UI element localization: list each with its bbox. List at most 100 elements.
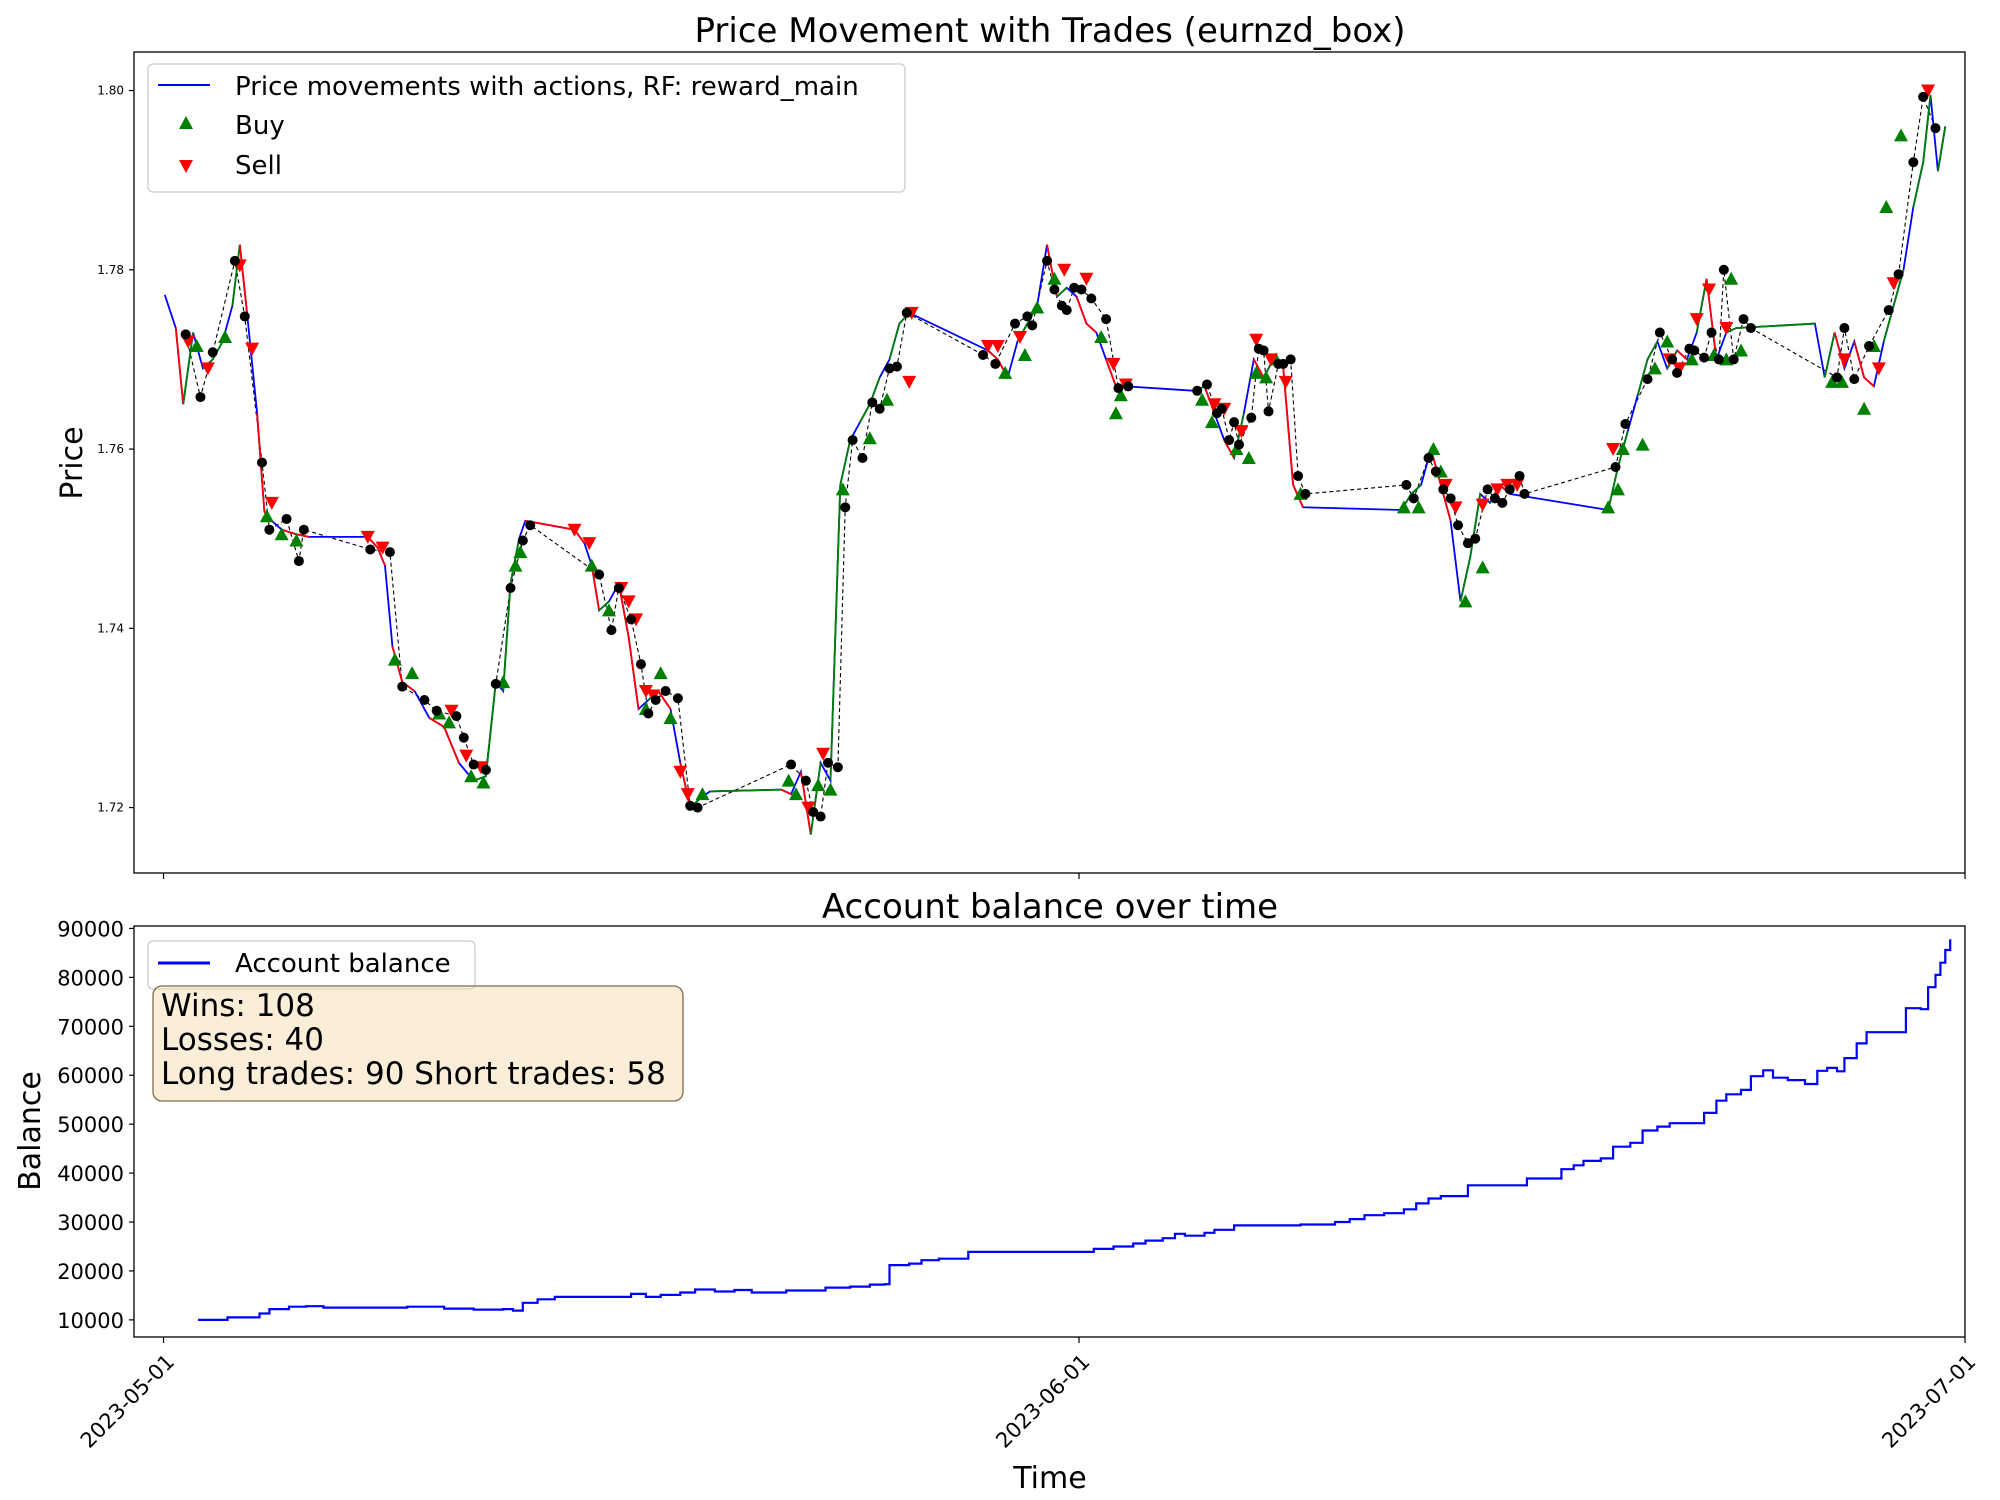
- exit-point-marker: [1216, 403, 1227, 414]
- buy-triangle-icon: [1249, 365, 1264, 379]
- exit-point-marker: [451, 711, 462, 722]
- sell-triangle-icon: [459, 749, 474, 763]
- exit-point-marker: [1883, 305, 1894, 316]
- price-trade-segment: [598, 600, 610, 612]
- exit-point-marker: [1202, 379, 1213, 390]
- exit-point-marker: [1061, 305, 1072, 316]
- buy-triangle-icon: [1834, 374, 1849, 388]
- price-panel: Price Movement with Trades (eurnzd_box) …: [55, 11, 1966, 879]
- price-trade-segment: [839, 439, 852, 486]
- sell-triangle-icon: [1234, 425, 1249, 439]
- price-series: [163, 94, 1947, 835]
- buy-triangle-icon: [387, 652, 402, 666]
- buy-triangle-icon: [601, 603, 616, 617]
- price-trade-segment: [1937, 126, 1947, 172]
- legend-buy-label: Buy: [235, 111, 285, 141]
- trade-stats-background: [152, 985, 684, 1102]
- buy-triangle-icon: [1426, 442, 1441, 456]
- exit-point-marker: [195, 392, 206, 403]
- buy-triangle-icon: [1411, 500, 1426, 514]
- buy-triangle-icon: [1660, 334, 1675, 348]
- price-x-ticks: [162, 873, 1966, 879]
- balance-series: [198, 939, 1952, 1321]
- sell-triangle-icon: [638, 685, 653, 699]
- balance-y-tick-label: 40000: [57, 1162, 124, 1186]
- exit-point-marker: [978, 349, 989, 360]
- price-trade-segment: [1252, 358, 1265, 378]
- exit-point-marker: [480, 764, 491, 775]
- exit-point-marker: [1918, 91, 1929, 102]
- exit-point-marker: [901, 307, 912, 318]
- exit-point-marker: [239, 311, 250, 322]
- sell-triangle-icon: [980, 339, 995, 353]
- exit-point-marker: [1453, 520, 1464, 531]
- buy-triangle-icon: [1259, 370, 1274, 384]
- exit-point-marker: [1010, 318, 1021, 329]
- buy-triangle-icon: [1879, 200, 1894, 214]
- price-y-tick-label: 1.78: [97, 263, 124, 277]
- buy-triangle-icon: [508, 558, 523, 572]
- exit-point-marker: [458, 732, 469, 743]
- sell-triangle-icon: [1886, 277, 1901, 291]
- exit-point-marker: [365, 544, 376, 555]
- sell-triangle-icon: [1207, 398, 1222, 412]
- sell-triangle-icon: [1475, 498, 1490, 512]
- balance-plot-frame: [133, 925, 1966, 1338]
- exit-point-marker: [891, 361, 902, 372]
- exit-point-marker: [808, 807, 819, 818]
- sell-markers: [181, 84, 1936, 815]
- exit-point-marker: [1620, 418, 1631, 429]
- price-legend-box: [147, 63, 906, 193]
- exit-point-marker: [626, 614, 637, 625]
- wins-stat: Wins: 108: [161, 988, 315, 1024]
- price-trade-segment: [1459, 556, 1472, 602]
- price-trade-segment: [1105, 359, 1117, 387]
- sell-triangle-icon: [444, 704, 459, 718]
- price-trade-segment: [1282, 368, 1295, 485]
- exit-point-marker: [293, 556, 304, 567]
- sell-triangle-icon: [200, 362, 215, 376]
- balance-line: [198, 939, 1952, 1321]
- losses-stat: Losses: 40: [161, 1022, 324, 1058]
- trade-stats-box: Wins: 108 Losses: 40 Long trades: 90 Sho…: [152, 985, 684, 1102]
- exit-point-marker: [643, 708, 654, 719]
- balance-chart-title: Account balance over time: [822, 887, 1278, 927]
- legend-price-label: Price movements with actions, RF: reward…: [235, 72, 859, 102]
- exit-point-marker: [468, 759, 479, 770]
- price-trade-segment: [780, 788, 792, 795]
- sell-triangle-icon: [673, 765, 688, 779]
- exit-point-marker: [692, 802, 703, 813]
- sell-triangle-icon: [1079, 272, 1094, 286]
- buy-triangle-icon: [862, 431, 877, 445]
- balance-y-tick-label: 50000: [57, 1113, 124, 1137]
- balance-y-tick-label: 20000: [57, 1260, 124, 1284]
- buy-triangle-icon: [835, 482, 850, 496]
- exit-point-marker: [1263, 406, 1274, 417]
- exit-point-marker: [1192, 385, 1203, 396]
- sell-triangle-icon: [1278, 375, 1293, 389]
- buy-triangle-icon: [1458, 594, 1473, 608]
- sell-triangle-icon: [1719, 322, 1734, 336]
- exit-point-marker: [1654, 327, 1665, 338]
- price-trade-segment: [809, 762, 822, 835]
- buy-triangle-icon: [1615, 442, 1630, 456]
- buy-triangle-icon: [1195, 392, 1210, 406]
- exit-point-marker: [786, 759, 797, 770]
- exit-point-marker: [1706, 327, 1717, 338]
- buy-triangle-icon: [1108, 406, 1123, 420]
- exit-point-marker: [517, 535, 528, 546]
- exit-point-marker: [1713, 354, 1724, 365]
- exit-point-marker: [1246, 412, 1257, 423]
- exit-point-marker: [525, 520, 536, 531]
- exit-point-marker: [1470, 533, 1481, 544]
- price-chart-title: Price Movement with Trades (eurnzd_box): [694, 11, 1405, 51]
- sell-triangle-icon: [902, 375, 917, 389]
- price-trade-segment: [1853, 341, 1865, 378]
- exit-point-marker: [1728, 354, 1739, 365]
- exit-point-marker: [1497, 497, 1508, 508]
- sell-triangle-icon: [1837, 353, 1852, 367]
- buy-triangle-icon: [1113, 388, 1128, 402]
- buy-triangle-icon: [405, 666, 420, 680]
- exit-point-marker: [1689, 345, 1700, 356]
- price-plot-frame: [133, 51, 1966, 874]
